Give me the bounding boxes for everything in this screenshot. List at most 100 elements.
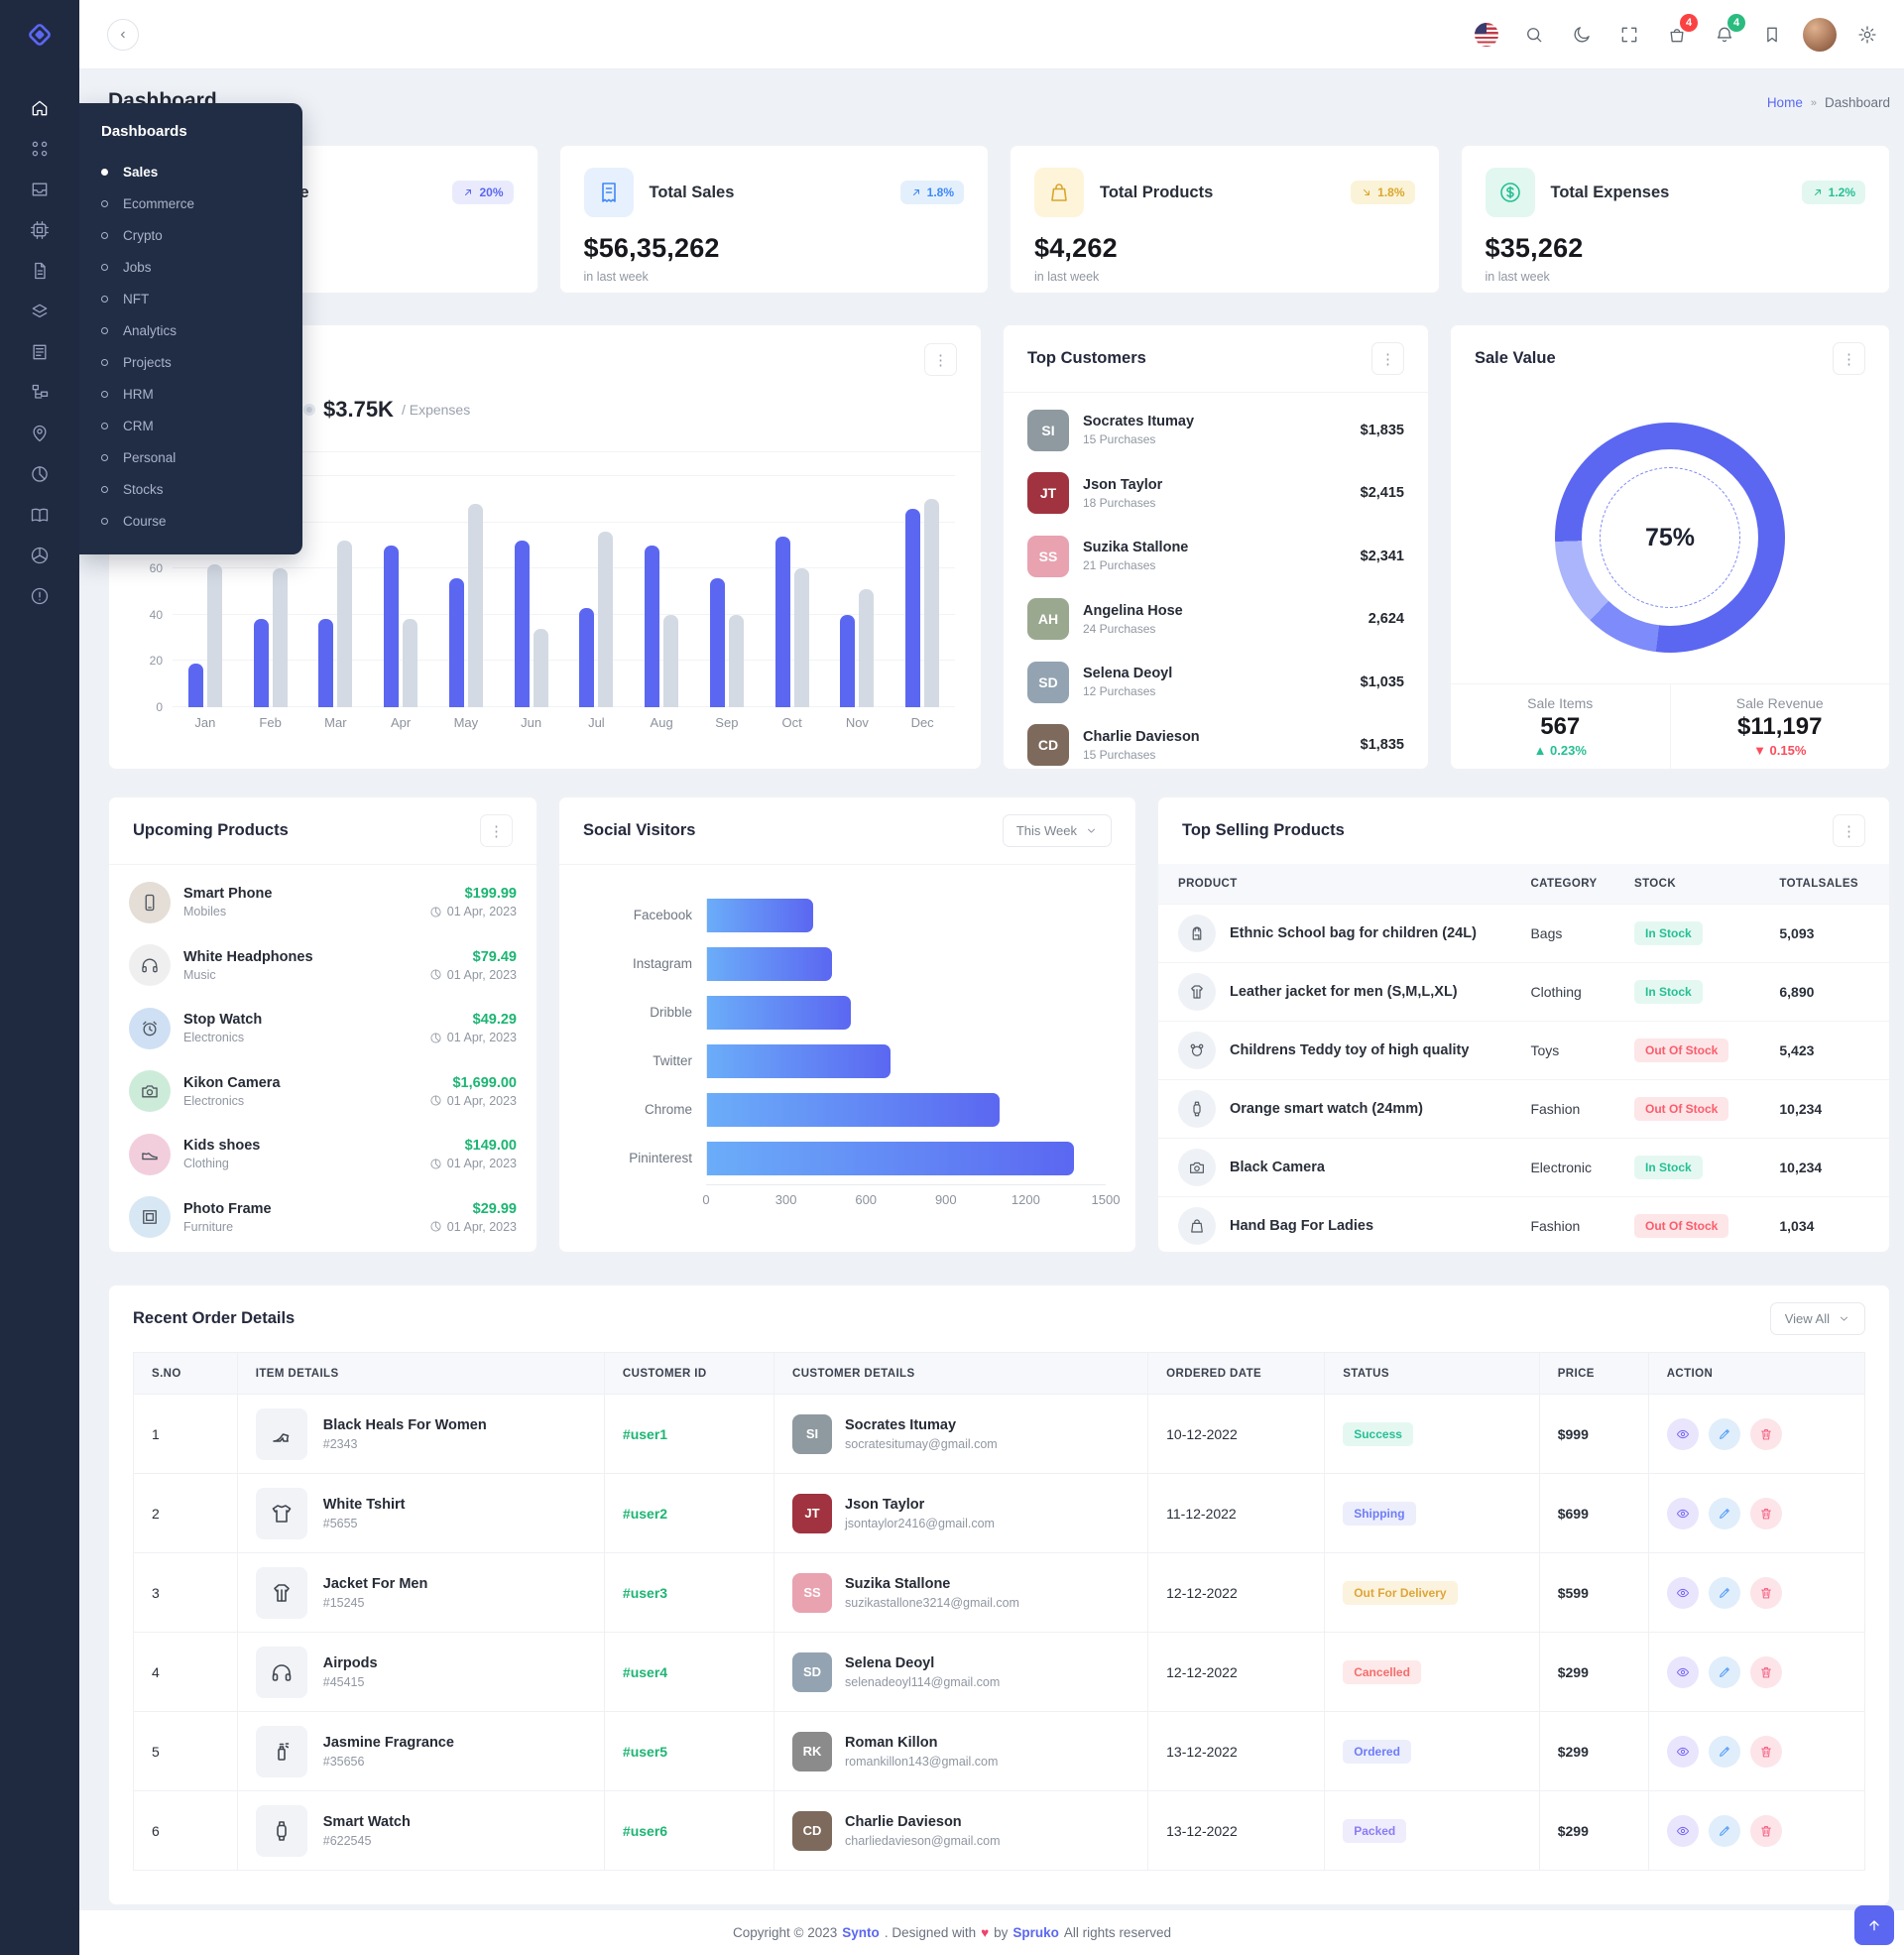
table-row[interactable]: Hand Bag For Ladies Fashion Out Of Stock…	[1158, 1196, 1889, 1255]
notifications-button[interactable]: 4	[1706, 13, 1745, 54]
edit-button[interactable]	[1708, 1417, 1740, 1450]
view-button[interactable]	[1666, 1417, 1699, 1450]
customer-row[interactable]: SI Socrates Itumay 15 Purchases $1,835	[1027, 399, 1404, 462]
flyout-item-projects[interactable]: Projects	[79, 346, 302, 378]
edit-button[interactable]	[1708, 1735, 1740, 1768]
fullscreen-button[interactable]	[1610, 16, 1648, 54]
sidebar-item-invoices[interactable]	[20, 341, 60, 363]
stat-card-total-products: Total Products 1.8% $4,262 in last week	[1010, 145, 1440, 294]
flyout-item-course[interactable]: Course	[79, 505, 302, 537]
sidebar-item-tree[interactable]	[20, 382, 60, 404]
breadcrumb-home-link[interactable]: Home	[1766, 95, 1803, 110]
scroll-to-top-button[interactable]	[1854, 1905, 1894, 1945]
view-button[interactable]	[1666, 1814, 1699, 1847]
customer-row[interactable]: CD Charlie Davieson 15 Purchases $1,835	[1027, 714, 1404, 778]
flyout-item-stocks[interactable]: Stocks	[79, 473, 302, 505]
flyout-item-sales[interactable]: Sales	[79, 156, 302, 187]
view-button[interactable]	[1666, 1497, 1699, 1529]
customer-row[interactable]: JT Json Taylor 18 Purchases $2,415	[1027, 462, 1404, 526]
customer-row[interactable]: SS Suzika Stallone 21 Purchases $2,341	[1027, 525, 1404, 588]
synto-link[interactable]: Synto	[842, 1925, 880, 1940]
delete-button[interactable]	[1749, 1735, 1782, 1768]
dark-mode-button[interactable]	[1563, 16, 1601, 54]
tshirt-icon	[255, 1487, 307, 1539]
table-row[interactable]: 4 Airpods #45415 #user4 SD Selena Deoyl sel…	[133, 1632, 1866, 1712]
bookmark-button[interactable]	[1753, 16, 1791, 54]
customer-id[interactable]: #user4	[622, 1663, 668, 1680]
sidebar-item-dashboards[interactable]	[20, 97, 60, 119]
table-row[interactable]: 1 Black Heals For Women #2343 #user1 SI So…	[133, 1394, 1866, 1474]
edit-button[interactable]	[1708, 1497, 1740, 1529]
sidebar-item-charts[interactable]	[20, 463, 60, 485]
clock-icon	[429, 1032, 442, 1044]
table-row[interactable]: 2 White Tshirt #5655 #user2 JT Json Taylor…	[133, 1473, 1866, 1553]
cart-button[interactable]: 4	[1658, 13, 1698, 54]
customer-row[interactable]: AH Angelina Hose 24 Purchases 2,624	[1027, 588, 1404, 652]
edit-button[interactable]	[1708, 1655, 1740, 1688]
flyout-item-ecommerce[interactable]: Ecommerce	[79, 187, 302, 219]
top-customers-card: Top Customers ⋮ SI Socrates Itumay 15 Pur…	[1003, 324, 1429, 770]
customer-id[interactable]: #user3	[622, 1584, 668, 1601]
top-selling-options-button[interactable]: ⋮	[1833, 814, 1865, 847]
customer-row[interactable]: SD Selena Deoyl 12 Purchases $1,035	[1027, 651, 1404, 714]
product-row[interactable]: Photo Frame Furniture $29.99 01 Apr, 2023	[129, 1186, 517, 1250]
sidebar-item-inbox[interactable]	[20, 179, 60, 200]
sidebar-item-apps[interactable]	[20, 138, 60, 160]
table-row[interactable]: Black Camera Electronic In Stock 10,234	[1158, 1138, 1889, 1196]
customer-id[interactable]: #user6	[622, 1822, 668, 1839]
edit-button[interactable]	[1708, 1576, 1740, 1609]
product-row[interactable]: White Headphones Music $79.49 01 Apr, 2023	[129, 934, 517, 998]
table-row[interactable]: Leather jacket for men (S,M,L,XL) Clothi…	[1158, 962, 1889, 1021]
chart-options-button[interactable]: ⋮	[924, 343, 957, 376]
flyout-item-personal[interactable]: Personal	[79, 441, 302, 473]
view-button[interactable]	[1666, 1655, 1699, 1688]
sidebar-item-errors[interactable]	[20, 585, 60, 607]
flyout-item-hrm[interactable]: HRM	[79, 378, 302, 410]
customers-options-button[interactable]: ⋮	[1371, 342, 1404, 375]
sidebar-item-maps[interactable]	[20, 423, 60, 444]
table-row[interactable]: Childrens Teddy toy of high quality Toys…	[1158, 1021, 1889, 1079]
delete-button[interactable]	[1749, 1497, 1782, 1529]
sidebar-item-web[interactable]	[20, 545, 60, 566]
app-logo[interactable]	[0, 0, 79, 69]
sidebar-item-layers[interactable]	[20, 301, 60, 322]
sidebar-item-components[interactable]	[20, 219, 60, 241]
sidebar-item-docs[interactable]	[20, 504, 60, 526]
product-row[interactable]: Stop Watch Electronics $49.29 01 Apr, 2023	[129, 997, 517, 1060]
delete-button[interactable]	[1749, 1576, 1782, 1609]
search-button[interactable]	[1515, 16, 1553, 54]
flyout-item-crypto[interactable]: Crypto	[79, 219, 302, 251]
sidebar-item-pages[interactable]	[20, 260, 60, 282]
upcoming-options-button[interactable]: ⋮	[480, 814, 513, 847]
edit-button[interactable]	[1708, 1814, 1740, 1847]
delete-button[interactable]	[1749, 1417, 1782, 1450]
customer-id[interactable]: #user5	[622, 1743, 668, 1760]
view-button[interactable]	[1666, 1576, 1699, 1609]
table-row[interactable]: 3 Jacket For Men #15245 #user3 SS Suzika S…	[133, 1552, 1866, 1633]
product-row[interactable]: Kikon Camera Electronics $1,699.00 01 Apr,…	[129, 1060, 517, 1124]
spruko-link[interactable]: Spruko	[1012, 1925, 1059, 1940]
flyout-item-jobs[interactable]: Jobs	[79, 251, 302, 283]
customer-id[interactable]: #user2	[622, 1505, 668, 1522]
table-row[interactable]: Ethnic School bag for children (24L) Bag…	[1158, 904, 1889, 962]
view-all-button[interactable]: View All	[1769, 1302, 1865, 1335]
eye-icon	[1676, 1427, 1690, 1441]
delete-button[interactable]	[1749, 1814, 1782, 1847]
table-row[interactable]: 5 Jasmine Fragrance #35656 #user5 RK Roman…	[133, 1711, 1866, 1791]
view-button[interactable]	[1666, 1735, 1699, 1768]
profile-button[interactable]	[1801, 16, 1839, 54]
period-select[interactable]: This Week	[1002, 814, 1112, 847]
customer-id[interactable]: #user1	[622, 1425, 668, 1442]
language-button[interactable]	[1468, 16, 1505, 54]
product-row[interactable]: Smart Phone Mobiles $199.99 01 Apr, 2023	[129, 871, 517, 934]
table-row[interactable]: Orange smart watch (24mm) Fashion Out Of…	[1158, 1079, 1889, 1138]
sidebar-toggle-button[interactable]	[107, 18, 139, 51]
flyout-item-crm[interactable]: CRM	[79, 410, 302, 441]
table-row[interactable]: 6 Smart Watch #622545 #user6 CD Charlie Da…	[133, 1790, 1866, 1871]
product-row[interactable]: Kids shoes Clothing $149.00 01 Apr, 2023	[129, 1123, 517, 1186]
flyout-item-analytics[interactable]: Analytics	[79, 314, 302, 346]
flyout-item-nft[interactable]: NFT	[79, 283, 302, 314]
delete-button[interactable]	[1749, 1655, 1782, 1688]
sale-value-options-button[interactable]: ⋮	[1833, 342, 1865, 375]
settings-button[interactable]	[1848, 16, 1886, 54]
